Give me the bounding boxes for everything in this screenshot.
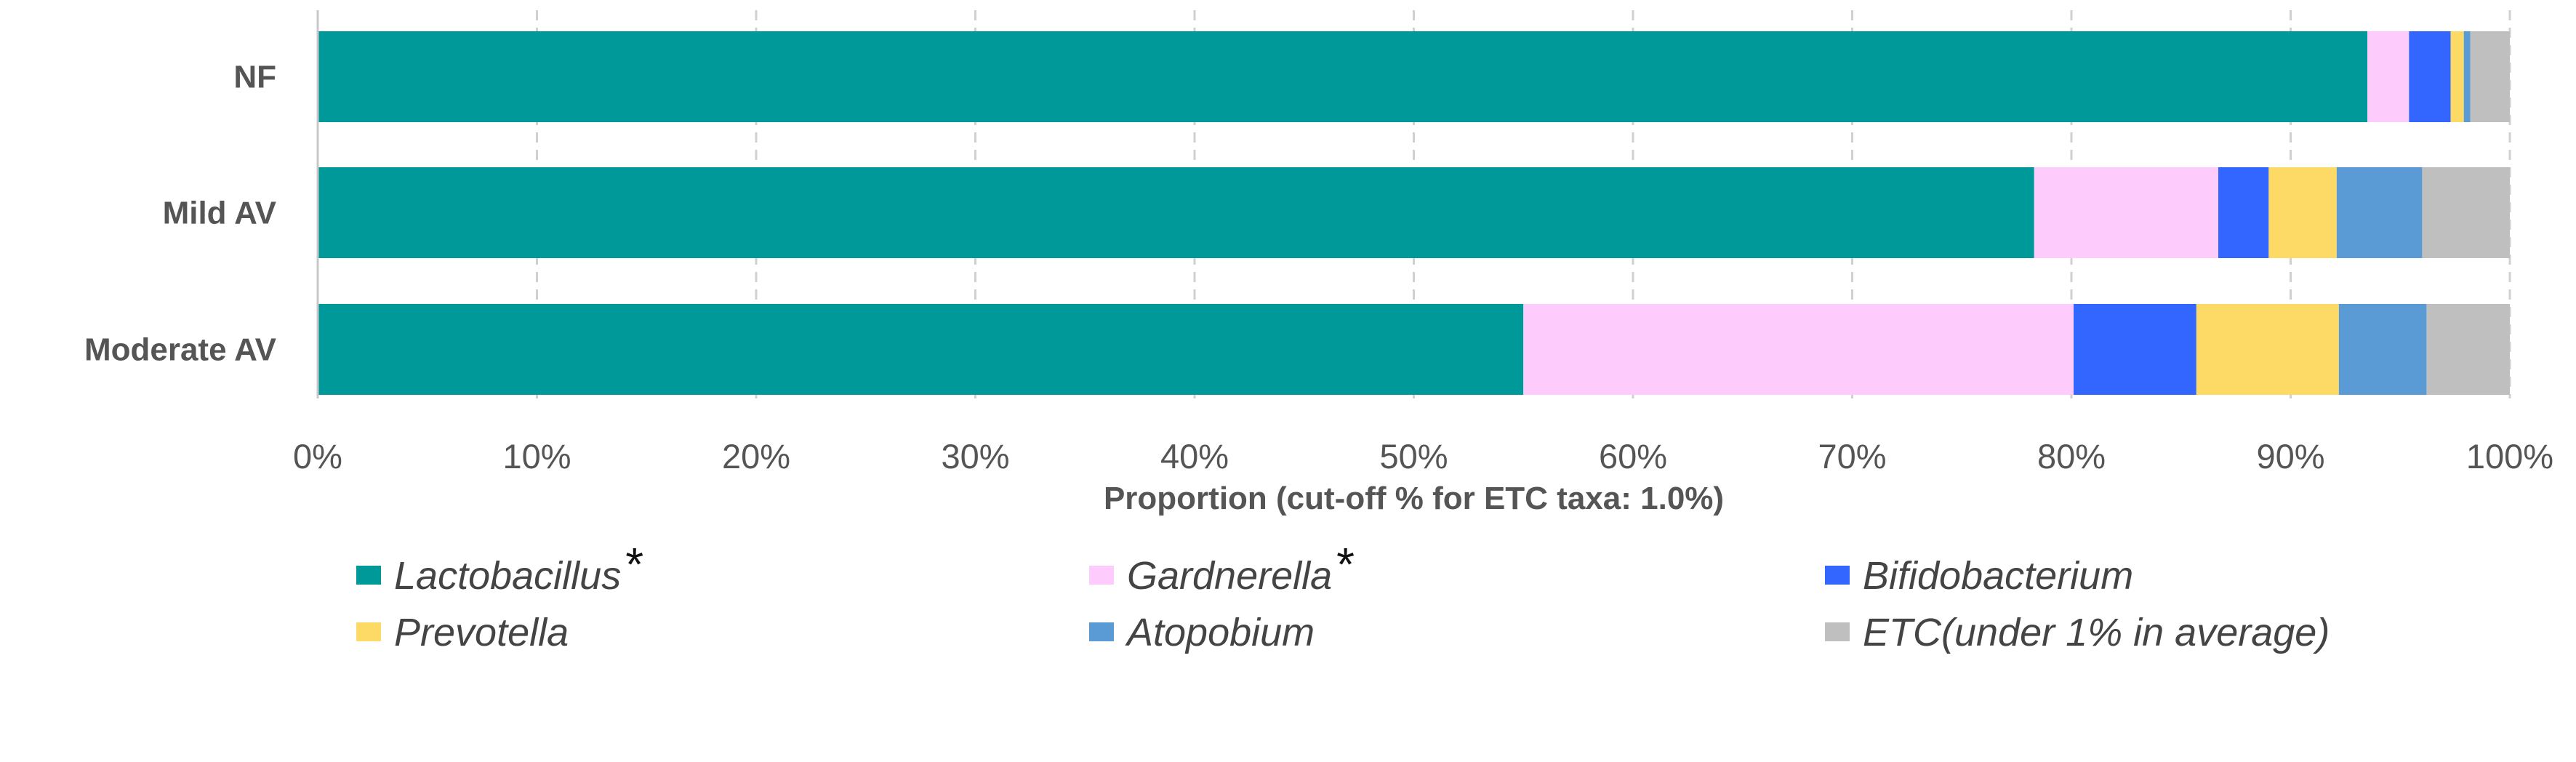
bar-segment [2336, 167, 2423, 258]
legend-label: Lactobacillus [394, 554, 621, 598]
x-tick-label: 30% [941, 437, 1009, 476]
bar-segment [2218, 167, 2269, 258]
bar-segment [2196, 304, 2339, 395]
category-label: Moderate AV [84, 332, 277, 368]
bar-segment [2034, 167, 2219, 258]
bar-segment [318, 304, 1524, 395]
significance-marker: * [625, 538, 643, 590]
x-tick-label: 90% [2256, 437, 2324, 476]
legend-swatch [1089, 622, 1114, 641]
x-tick-label: 60% [1599, 437, 1667, 476]
legend-label: Atopobium [1125, 611, 1315, 654]
bar-segment [2367, 31, 2410, 122]
legend-swatch [1825, 622, 1850, 641]
legend-swatch [356, 566, 381, 585]
bar-segment [2463, 31, 2471, 122]
x-tick-label: 70% [1818, 437, 1886, 476]
category-label: NF [233, 60, 276, 95]
bar-segment [2409, 31, 2451, 122]
significance-marker: * [1336, 538, 1355, 590]
bar-segment [2268, 167, 2337, 258]
bar-segment [318, 31, 2368, 122]
legend: Lactobacillus * Gardnerella * Bifidobacteriu… [356, 538, 2330, 654]
x-tick-label: 10% [502, 437, 571, 476]
x-tick-label: 40% [1160, 437, 1229, 476]
bar-segment [2450, 31, 2464, 122]
x-tick-label: 80% [2037, 437, 2106, 476]
x-tick-label: 100% [2466, 437, 2553, 476]
x-tick-label: 0% [293, 437, 342, 476]
category-axis: NF Mild AV Moderate AV [84, 60, 277, 368]
legend-label: Gardnerella [1127, 554, 1332, 598]
legend-swatch [1089, 566, 1114, 585]
legend-label: Prevotella [394, 611, 569, 654]
bar-segment [2422, 167, 2510, 258]
x-tick-label: 50% [1379, 437, 1448, 476]
bar-segment [2338, 304, 2427, 395]
bar-segment [2470, 31, 2510, 122]
x-axis-title: Proportion (cut-off % for ETC taxa: 1.0%… [1104, 481, 1724, 516]
legend-swatch [1825, 566, 1850, 585]
legend-label: Bifidobacterium [1863, 554, 2133, 598]
legend-label: ETC(under 1% in average) [1863, 611, 2330, 654]
bar-segment [2426, 304, 2510, 395]
x-tick-label: 20% [722, 437, 790, 476]
x-axis: 0% 10% 20% 30% 40% 50% 60% 70% 80% 90% 100% [293, 10, 2553, 476]
bar-segment [2074, 304, 2196, 395]
bar-segment [318, 167, 2034, 258]
bar-segment [1523, 304, 2074, 395]
category-label: Mild AV [163, 196, 277, 231]
bars [318, 31, 2510, 395]
legend-swatch [356, 622, 381, 641]
